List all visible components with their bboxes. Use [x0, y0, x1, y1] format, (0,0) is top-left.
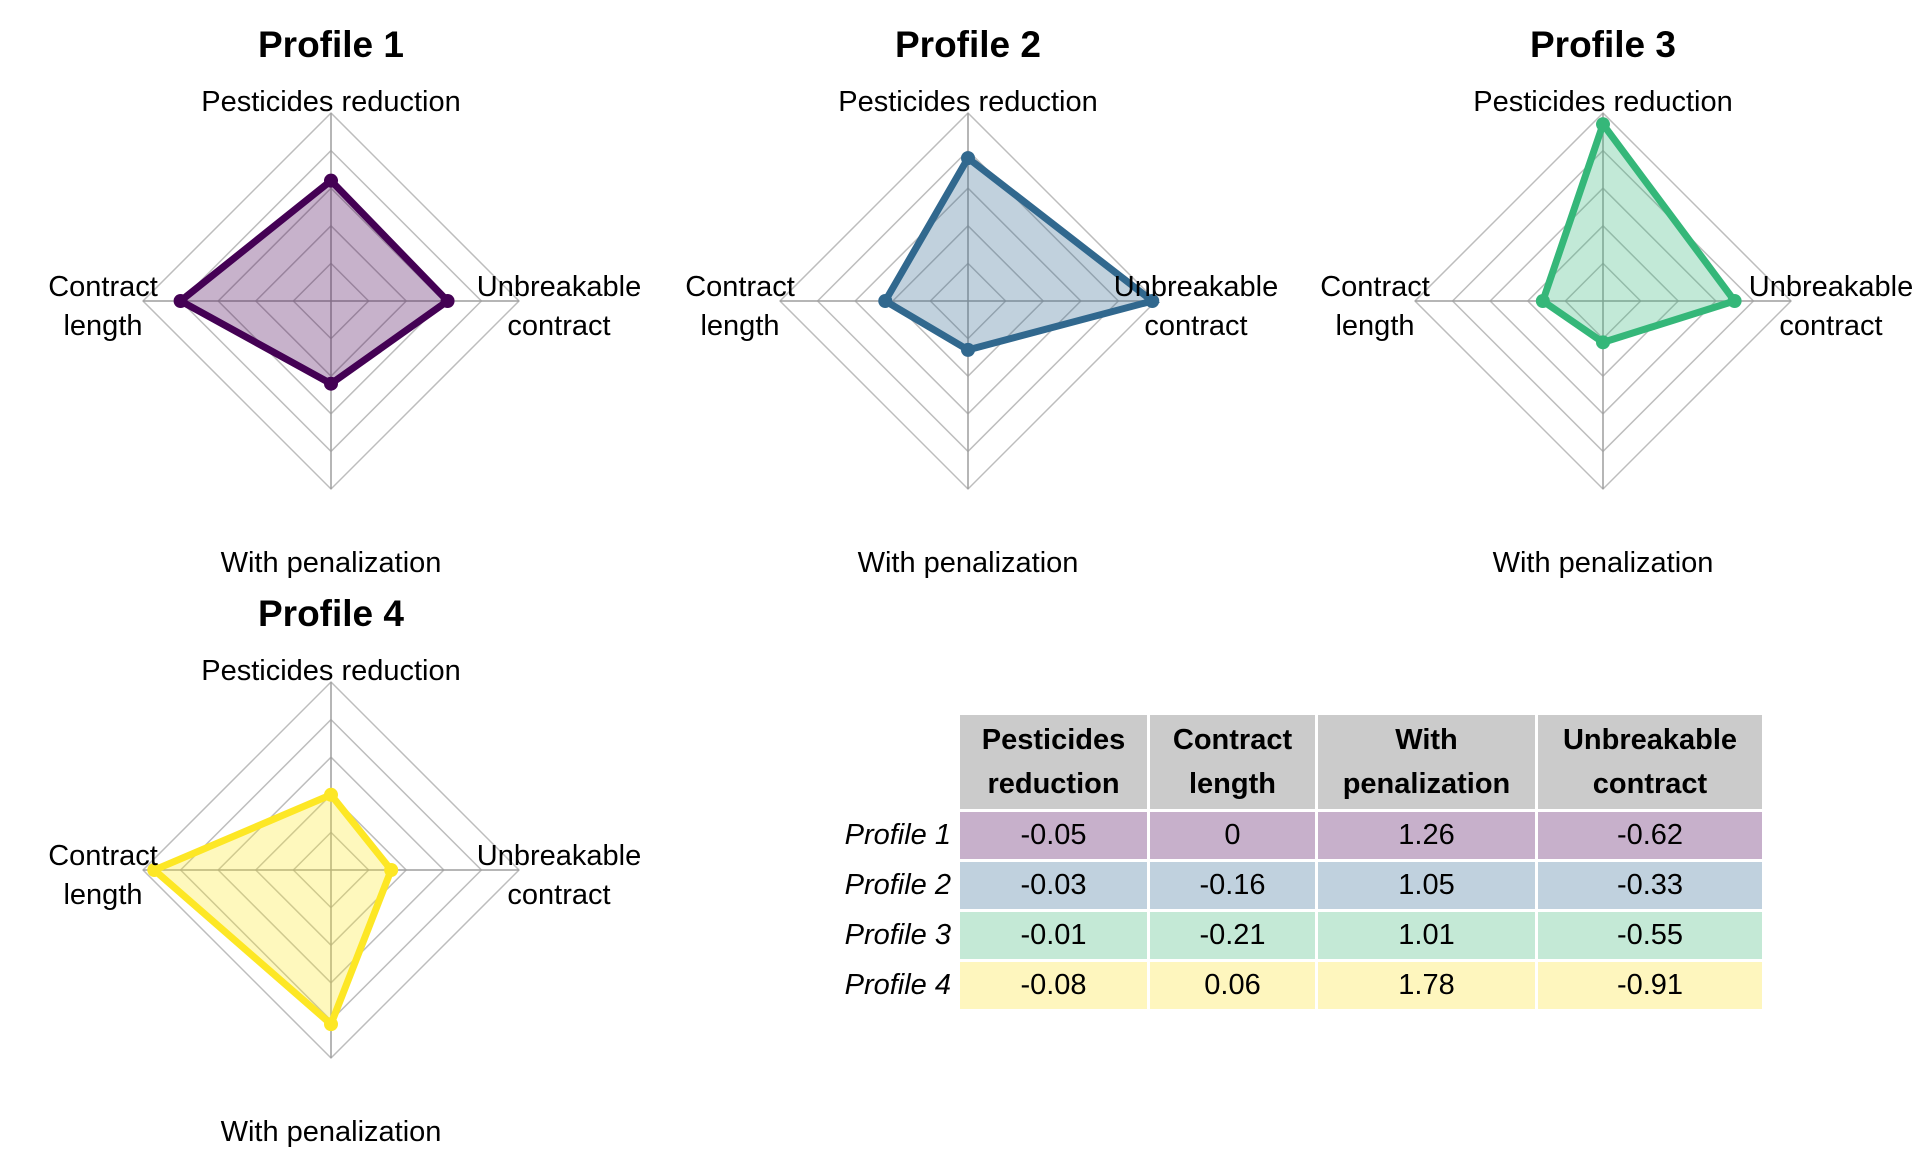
data-point — [440, 294, 455, 308]
data-point — [384, 863, 399, 877]
radar-2: Profile 2 Pesticides reduction With penali… — [685, 24, 1278, 579]
axis-label-left: length — [1335, 310, 1414, 342]
axis-label-top: Pesticides reduction — [201, 86, 461, 118]
profile-polygon — [880, 152, 1160, 354]
axis-label-top: Pesticides reduction — [201, 655, 461, 687]
row-label: Profile 4 — [820, 959, 960, 1012]
table-header-row: Pesticides reduction Contract length With p… — [820, 712, 1765, 812]
table-row: Profile 3 -0.01 -0.21 1.01 -0.55 — [820, 909, 1765, 962]
axis-label-right: contract — [507, 310, 610, 342]
radar-4: Profile 4 Pesticides reduction With penali… — [48, 593, 641, 1148]
column-header: Contract length — [1147, 712, 1318, 812]
table-cell: 1.05 — [1315, 859, 1538, 912]
radar-3: Profile 3 Pesticides reduction With penali… — [1320, 24, 1913, 579]
table-row: Profile 2 -0.03 -0.16 1.05 -0.33 — [820, 859, 1765, 912]
profile-title: Profile 2 — [895, 24, 1041, 65]
table-cell: -0.62 — [1535, 809, 1765, 862]
table-cell: -0.55 — [1535, 909, 1765, 962]
data-point — [1145, 294, 1160, 308]
row-label: Profile 3 — [820, 909, 960, 962]
table-cell: 1.26 — [1315, 809, 1538, 862]
data-point — [173, 294, 188, 308]
profile-values-table: Pesticides reduction Contract length With p… — [820, 712, 1765, 1012]
axis-label-bottom: With penalization — [221, 547, 442, 579]
axis-label-left: length — [63, 879, 142, 911]
axis-label-right: Unbreakable — [477, 840, 641, 872]
axis-label-right: contract — [507, 879, 610, 911]
radar-1: Profile 1 Pesticides reduction With penali… — [48, 24, 641, 579]
data-point — [147, 863, 162, 877]
column-header: Pesticides reduction — [957, 712, 1150, 812]
table-cell: 1.78 — [1315, 959, 1538, 1012]
axis-label-bottom: With penalization — [1493, 547, 1714, 579]
data-point — [1535, 294, 1550, 308]
table-cell: -0.05 — [957, 809, 1150, 862]
profile-polygon — [147, 790, 396, 1031]
axis-label-right: contract — [1144, 310, 1247, 342]
profile-title: Profile 4 — [258, 593, 404, 634]
data-point — [961, 151, 975, 166]
axis-label-right: Unbreakable — [1749, 271, 1913, 303]
profile-title: Profile 1 — [258, 24, 404, 65]
table-cell: -0.33 — [1535, 859, 1765, 912]
data-point — [1596, 117, 1610, 132]
data-point — [961, 342, 975, 357]
table-row: Profile 4 -0.08 0.06 1.78 -0.91 — [820, 959, 1765, 1012]
table-cell: 0 — [1147, 809, 1318, 862]
axis-label-left: Contract — [48, 840, 158, 872]
axis-label-bottom: With penalization — [221, 1116, 442, 1148]
axis-label-left: Contract — [1320, 271, 1430, 303]
column-header: Unbreakable contract — [1535, 712, 1765, 812]
data-point — [324, 173, 338, 188]
axis-label-top: Pesticides reduction — [838, 86, 1098, 118]
data-point — [878, 294, 893, 308]
row-label: Profile 1 — [820, 809, 960, 862]
axis-label-right: contract — [1779, 310, 1882, 342]
profile-title: Profile 3 — [1530, 24, 1676, 65]
table-cell: -0.03 — [957, 859, 1150, 912]
axis-label-left: length — [63, 310, 142, 342]
data-point — [324, 1017, 338, 1032]
data-point — [324, 376, 338, 391]
data-point — [1596, 335, 1610, 350]
table-cell: -0.91 — [1535, 959, 1765, 1012]
table-cell: -0.21 — [1147, 909, 1318, 962]
row-label: Profile 2 — [820, 859, 960, 912]
data-point — [1727, 294, 1742, 308]
table-cell: 0.06 — [1147, 959, 1318, 1012]
profile-polygon — [1538, 116, 1741, 347]
table-row: Profile 1 -0.05 0 1.26 -0.62 — [820, 809, 1765, 862]
table-cell: -0.01 — [957, 909, 1150, 962]
table-corner — [820, 712, 960, 812]
axis-label-left: length — [700, 310, 779, 342]
profile-polygon — [174, 175, 453, 388]
axis-label-top: Pesticides reduction — [1473, 86, 1733, 118]
data-point — [324, 787, 338, 802]
axis-label-left: Contract — [685, 271, 795, 303]
table-cell: -0.16 — [1147, 859, 1318, 912]
axis-label-bottom: With penalization — [858, 547, 1079, 579]
table-cell: -0.08 — [957, 959, 1150, 1012]
axis-label-left: Contract — [48, 271, 158, 303]
column-header: With penalization — [1315, 712, 1538, 812]
axis-label-right: Unbreakable — [1114, 271, 1278, 303]
table-cell: 1.01 — [1315, 909, 1538, 962]
axis-label-right: Unbreakable — [477, 271, 641, 303]
